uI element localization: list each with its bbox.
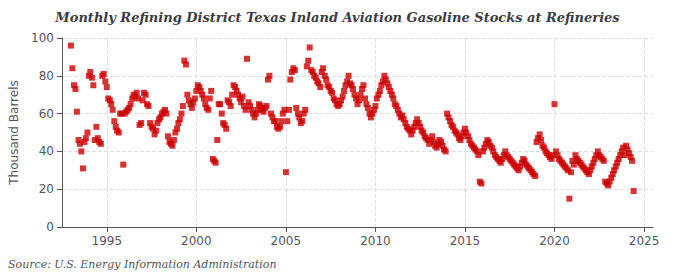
svg-text:2015: 2015 (450, 234, 481, 248)
svg-text:Source: U.S. Energy Informatio: Source: U.S. Energy Information Administ… (8, 258, 276, 271)
svg-text:0: 0 (46, 220, 54, 234)
svg-text:2010: 2010 (360, 234, 391, 248)
svg-text:Thousand Barrels: Thousand Barrels (7, 80, 21, 185)
svg-text:60: 60 (39, 107, 54, 121)
svg-text:Monthly Refining District Texa: Monthly Refining District Texas Inland A… (54, 10, 620, 25)
svg-text:100: 100 (31, 31, 54, 45)
svg-text:2000: 2000 (181, 234, 212, 248)
svg-text:20: 20 (39, 182, 54, 196)
svg-text:1995: 1995 (91, 234, 122, 248)
svg-text:40: 40 (39, 144, 54, 158)
svg-text:2025: 2025 (629, 234, 660, 248)
svg-text:2005: 2005 (271, 234, 302, 248)
svg-text:2020: 2020 (539, 234, 570, 248)
svg-text:80: 80 (39, 69, 54, 83)
